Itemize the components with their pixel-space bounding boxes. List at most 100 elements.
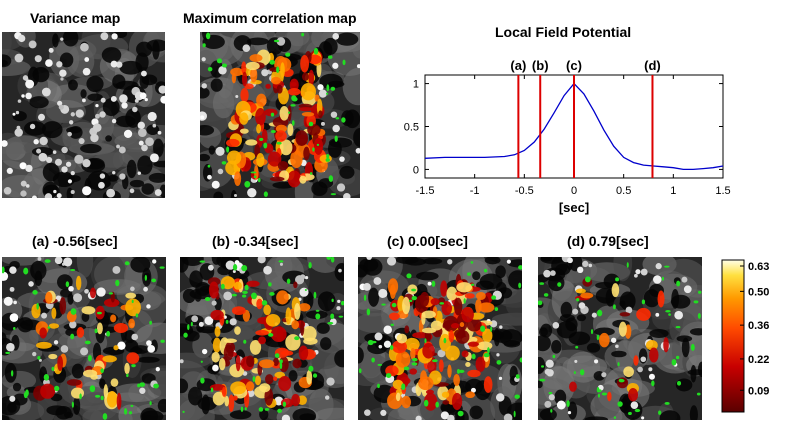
activity-spot xyxy=(313,137,324,155)
activity-spot xyxy=(256,49,271,66)
cell-spot xyxy=(373,277,382,285)
activity-spot xyxy=(258,359,275,369)
dark-region xyxy=(200,87,210,99)
cell-spot xyxy=(60,37,64,41)
cell-spot xyxy=(212,364,219,372)
cell-spot xyxy=(13,300,17,305)
cell-spot xyxy=(591,312,597,318)
cell-spot xyxy=(543,269,551,278)
activity-spot xyxy=(96,322,103,335)
cell-spot xyxy=(574,359,578,363)
cell-spot xyxy=(202,348,208,355)
activity-spot xyxy=(275,124,288,133)
cell-spot xyxy=(204,316,214,325)
green-cell-marker xyxy=(327,55,333,59)
activity-spot xyxy=(607,391,612,402)
cell-spot xyxy=(96,287,106,297)
cell-spot xyxy=(67,131,72,137)
cell-spot xyxy=(339,156,345,162)
activity-spot xyxy=(279,139,293,156)
cell-spot xyxy=(99,111,106,118)
cell-spot xyxy=(69,321,77,329)
green-cell-marker xyxy=(408,299,413,302)
cell-spot xyxy=(498,376,503,380)
dark-region xyxy=(689,328,702,336)
cell-spot xyxy=(201,83,207,89)
activity-spot xyxy=(453,373,460,387)
cell-spot xyxy=(112,266,121,274)
cell-spot xyxy=(110,60,118,68)
green-cell-marker xyxy=(665,310,671,313)
cell-spot xyxy=(53,340,59,345)
cell-spot xyxy=(25,92,32,100)
dark-region xyxy=(180,378,189,394)
activity-spot xyxy=(212,337,222,353)
colorbar-tick-label: 0.22 xyxy=(748,354,769,366)
green-cell-marker xyxy=(123,407,128,415)
green-cell-marker xyxy=(273,39,280,43)
activity-spot xyxy=(214,326,221,337)
green-cell-marker xyxy=(149,320,153,325)
green-cell-marker xyxy=(515,374,520,379)
dark-region xyxy=(98,326,119,333)
green-cell-marker xyxy=(54,385,60,392)
cell-spot xyxy=(380,409,387,416)
activity-spot xyxy=(290,150,303,168)
tissue-blob xyxy=(76,257,94,278)
cell-spot xyxy=(594,359,599,364)
activity-spot xyxy=(273,357,279,367)
cell-spot xyxy=(56,61,63,68)
cell-spot xyxy=(447,414,455,420)
green-cell-marker xyxy=(261,300,268,306)
tissue-blob xyxy=(342,67,360,106)
activity-spot xyxy=(239,112,249,125)
cell-spot xyxy=(44,193,53,198)
cell-spot xyxy=(53,189,57,194)
activity-spot xyxy=(278,376,292,392)
green-cell-marker xyxy=(308,365,314,372)
cell-spot xyxy=(200,115,205,120)
cell-spot xyxy=(149,153,159,163)
dark-region xyxy=(213,191,224,198)
cell-spot xyxy=(634,273,638,278)
dark-region xyxy=(135,52,149,73)
cell-spot xyxy=(110,95,117,102)
activity-spot xyxy=(126,352,140,365)
dark-region xyxy=(214,297,222,311)
activity-spot xyxy=(224,395,230,407)
cell-spot xyxy=(38,358,42,362)
activity-spot xyxy=(441,301,453,316)
activity-spot xyxy=(292,358,302,369)
cell-spot xyxy=(2,140,8,147)
activity-spot xyxy=(234,171,242,187)
green-cell-marker xyxy=(291,95,297,101)
cell-spot xyxy=(437,349,446,358)
dark-region xyxy=(2,415,10,420)
cell-spot xyxy=(60,77,64,81)
cell-spot xyxy=(58,104,64,110)
activity-spot xyxy=(226,138,240,148)
cell-spot xyxy=(320,121,325,126)
green-cell-marker xyxy=(358,368,362,374)
green-cell-marker xyxy=(207,164,211,168)
cell-spot xyxy=(144,97,148,102)
green-cell-marker xyxy=(253,175,257,179)
cell-spot xyxy=(506,259,511,264)
activity-spot xyxy=(477,341,493,351)
activity-spot xyxy=(467,341,480,347)
cell-spot xyxy=(137,171,141,175)
green-cell-marker xyxy=(617,362,620,367)
tissue-blob xyxy=(308,343,342,370)
activity-spot xyxy=(241,61,247,75)
cell-spot xyxy=(14,53,24,63)
activity-spot xyxy=(409,368,418,375)
dark-region xyxy=(476,280,494,290)
cell-spot xyxy=(324,395,330,400)
activity-spot xyxy=(422,327,437,334)
cell-spot xyxy=(143,286,148,292)
green-cell-marker xyxy=(241,264,248,272)
activity-spot xyxy=(255,108,266,126)
activity-spot xyxy=(113,345,119,351)
green-cell-marker xyxy=(47,326,51,329)
green-cell-marker xyxy=(470,261,474,264)
